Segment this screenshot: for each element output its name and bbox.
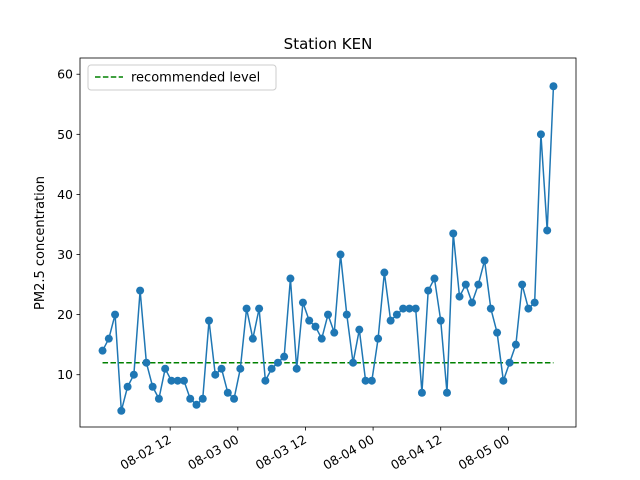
data-point xyxy=(242,304,251,313)
data-point xyxy=(549,82,558,91)
data-point xyxy=(336,250,345,259)
legend: recommended level xyxy=(87,64,277,91)
y-tick-label: 40 xyxy=(57,187,73,202)
data-point xyxy=(536,130,545,139)
data-point xyxy=(148,382,157,391)
data-point xyxy=(486,304,495,313)
data-point xyxy=(205,316,214,325)
data-point xyxy=(468,298,477,307)
data-point xyxy=(198,394,207,403)
data-point xyxy=(173,376,182,385)
y-tick-label: 50 xyxy=(57,127,73,142)
data-point xyxy=(230,394,239,403)
plot-frame xyxy=(79,57,577,428)
data-point xyxy=(324,310,332,319)
data-point xyxy=(179,376,188,385)
legend-label-recommended-level: recommended level xyxy=(131,71,260,86)
data-point xyxy=(273,358,282,367)
data-point xyxy=(424,286,433,295)
y-tick-label: 60 xyxy=(57,67,73,82)
data-point xyxy=(267,364,276,373)
data-point xyxy=(217,364,226,373)
data-point xyxy=(186,394,195,403)
y-tick-label: 20 xyxy=(57,307,73,322)
data-point xyxy=(330,328,339,337)
data-point xyxy=(255,304,264,313)
data-point xyxy=(505,358,514,367)
data-point xyxy=(455,292,464,301)
data-point xyxy=(442,388,451,397)
data-point xyxy=(286,274,295,283)
data-point xyxy=(261,376,270,385)
data-point xyxy=(161,364,170,373)
data-point xyxy=(361,376,370,385)
data-point xyxy=(123,382,132,391)
data-point xyxy=(474,280,483,289)
data-point xyxy=(436,316,445,325)
data-point xyxy=(298,298,307,307)
data-point xyxy=(342,310,351,319)
data-point xyxy=(524,304,533,313)
data-point xyxy=(386,316,395,325)
data-point xyxy=(280,352,289,361)
data-point xyxy=(374,334,383,343)
data-point xyxy=(493,328,502,337)
data-point xyxy=(317,334,326,343)
data-point xyxy=(411,304,420,313)
data-point xyxy=(417,388,426,397)
data-point xyxy=(380,268,389,277)
data-point xyxy=(142,358,151,367)
y-axis-label: PM2.5 concentration xyxy=(33,176,48,310)
data-point xyxy=(223,388,232,397)
data-point xyxy=(449,229,458,238)
data-point xyxy=(311,322,320,331)
data-point xyxy=(399,304,408,313)
data-point xyxy=(543,226,552,235)
data-point xyxy=(355,325,364,334)
data-point xyxy=(104,334,113,343)
data-point xyxy=(129,370,138,379)
legend-box xyxy=(87,64,277,91)
y-tick-label: 30 xyxy=(57,247,73,262)
data-point xyxy=(461,280,470,289)
data-point xyxy=(349,358,358,367)
data-point xyxy=(305,316,314,325)
data-point xyxy=(292,364,301,373)
data-point xyxy=(117,406,126,415)
data-point xyxy=(192,400,201,409)
data-point xyxy=(430,274,439,283)
data-point xyxy=(167,376,176,385)
data-point xyxy=(98,346,107,355)
data-point xyxy=(136,286,145,295)
data-point xyxy=(405,304,414,313)
data-point xyxy=(367,376,376,385)
chart-title: Station KEN xyxy=(284,35,373,53)
data-point xyxy=(511,340,520,349)
data-point xyxy=(518,280,527,289)
y-tick-label: 10 xyxy=(57,367,73,382)
data-point xyxy=(392,310,401,319)
data-point xyxy=(248,334,257,343)
data-point xyxy=(499,376,508,385)
data-point xyxy=(530,298,539,307)
data-point xyxy=(154,394,163,403)
data-point xyxy=(111,310,120,319)
data-point xyxy=(211,370,220,379)
data-point xyxy=(480,256,489,265)
data-point xyxy=(236,364,245,373)
